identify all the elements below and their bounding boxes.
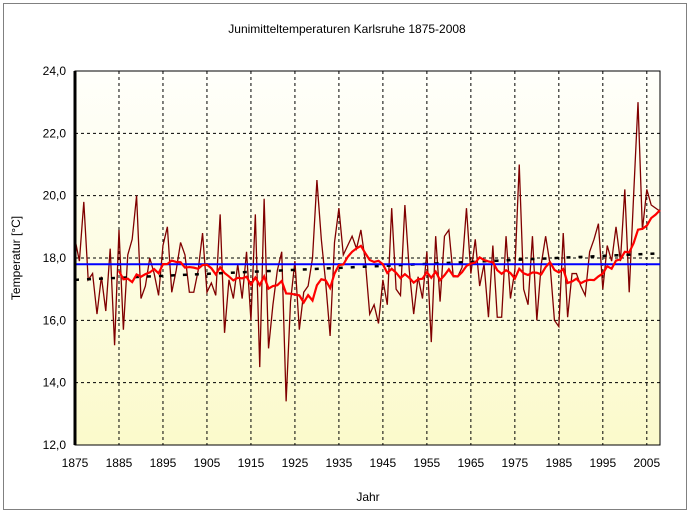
x-axis-label: Jahr	[356, 490, 379, 504]
x-tick-label: 1965	[458, 456, 485, 470]
x-tick-label: 2005	[633, 456, 660, 470]
x-tick-label: 1995	[589, 456, 616, 470]
y-tick-label: 22,0	[43, 126, 67, 140]
chart-frame	[3, 3, 687, 510]
x-tick-label: 1975	[501, 456, 528, 470]
y-tick-label: 20,0	[43, 189, 67, 203]
y-axis-label: Temperatur [°C]	[9, 216, 23, 300]
y-tick-label: 14,0	[43, 376, 67, 390]
y-tick-label: 12,0	[43, 438, 67, 452]
x-tick-label: 1895	[150, 456, 177, 470]
trend-line	[74, 252, 661, 282]
y-tick-label: 24,0	[43, 64, 67, 78]
x-tick-label: 1905	[194, 456, 221, 470]
chart-title: Junimitteltemperaturen Karlsruhe 1875-20…	[228, 22, 466, 36]
x-tick-label: 1915	[238, 456, 265, 470]
y-tick-label: 18,0	[43, 251, 67, 265]
x-tick-label: 1885	[106, 456, 133, 470]
running-mean-line	[118, 209, 661, 305]
x-tick-label: 1945	[370, 456, 397, 470]
x-tick-label: 1925	[282, 456, 309, 470]
x-tick-label: 1955	[414, 456, 441, 470]
x-tick-label: 1875	[62, 456, 89, 470]
x-tick-label: 1985	[545, 456, 572, 470]
series-annual-mean	[74, 102, 661, 402]
y-tick-label: 16,0	[43, 313, 67, 327]
x-tick-label: 1935	[326, 456, 353, 470]
